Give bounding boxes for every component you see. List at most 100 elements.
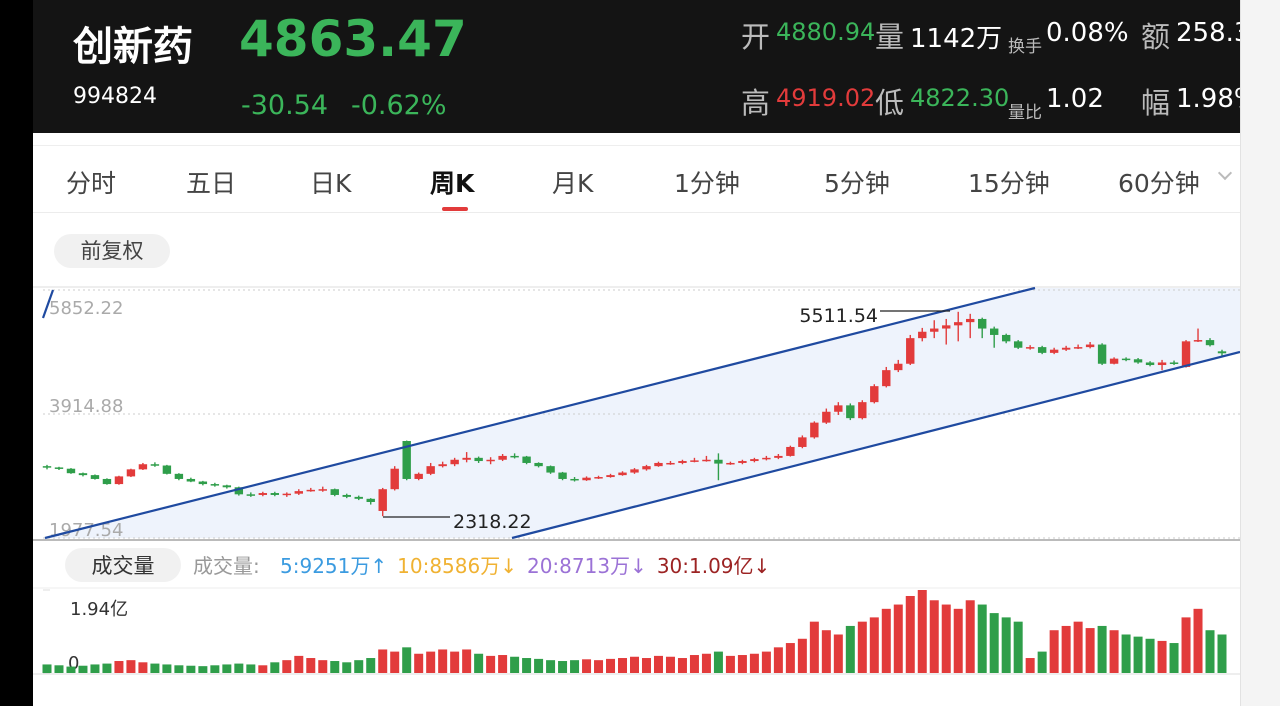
stat-label: 额 xyxy=(1141,20,1171,54)
candle-body xyxy=(762,457,771,460)
volume-bar xyxy=(1181,617,1191,673)
volume-bar xyxy=(845,625,855,673)
candle-body xyxy=(450,459,459,465)
candle-body xyxy=(510,455,519,458)
volume-bar xyxy=(689,655,699,673)
period-tab[interactable]: 1分钟 xyxy=(674,169,740,198)
volume-bar xyxy=(1061,625,1071,673)
period-tab[interactable]: 60分钟 xyxy=(1118,169,1200,198)
volume-bar xyxy=(138,662,148,673)
candle-body xyxy=(618,472,627,476)
volume-bar xyxy=(486,655,496,673)
stat-label: 低 xyxy=(875,86,905,120)
candle-body xyxy=(78,473,88,476)
candle-body xyxy=(594,477,603,479)
channel-upper xyxy=(44,286,1036,540)
candle-body xyxy=(378,489,387,511)
candle-body xyxy=(690,460,699,462)
candle-body xyxy=(906,338,915,364)
stat-label: 高 xyxy=(741,86,771,120)
volume-bar xyxy=(893,604,903,673)
volume-bar xyxy=(1001,617,1011,673)
candle-body xyxy=(714,459,723,464)
volume-bar xyxy=(725,655,735,673)
ma-legend: 20:8713万↓ xyxy=(527,554,647,578)
candle-body xyxy=(606,475,615,478)
candle-body xyxy=(1205,340,1215,346)
candle-body xyxy=(222,485,232,488)
candle-body xyxy=(1073,347,1083,349)
candle-body xyxy=(1109,358,1119,364)
candle-body xyxy=(798,437,807,447)
candle-body xyxy=(1193,340,1203,342)
candle-body xyxy=(390,468,399,490)
y-tick-label: 1977.54 xyxy=(49,520,123,541)
candle-body xyxy=(630,469,639,473)
candle-body xyxy=(846,405,855,419)
candle-body xyxy=(150,464,160,466)
adjust-button[interactable]: 前复权 xyxy=(54,234,170,268)
volume-bar xyxy=(246,664,256,673)
volume-bar xyxy=(306,658,316,673)
candle-body xyxy=(426,466,435,474)
low-annotation: 2318.22 xyxy=(453,511,532,533)
candle-body xyxy=(954,322,963,326)
volume-title[interactable]: 成交量 xyxy=(92,554,155,578)
price-change-pct: -0.62% xyxy=(351,90,447,121)
period-tab[interactable]: 日K xyxy=(310,169,352,198)
volume-bar xyxy=(210,665,220,673)
period-tab[interactable]: 五日 xyxy=(186,169,237,198)
candle-body xyxy=(1049,349,1059,353)
candle-body xyxy=(414,473,423,479)
volume-bar xyxy=(869,617,879,673)
volume-bar xyxy=(294,655,304,673)
volume-bar xyxy=(881,608,891,673)
candle-body xyxy=(258,493,268,495)
volume-bar xyxy=(114,661,124,673)
volume-bar xyxy=(1205,630,1215,673)
volume-bar xyxy=(318,660,328,673)
candle-body xyxy=(774,455,783,458)
stat-label: 开 xyxy=(741,20,771,54)
candle-body xyxy=(354,496,363,499)
volume-bar xyxy=(929,600,939,673)
candle-body xyxy=(1157,362,1167,366)
period-tab[interactable]: 分时 xyxy=(66,169,117,198)
period-tab[interactable]: 15分钟 xyxy=(968,169,1050,198)
period-tab[interactable]: 月K xyxy=(552,169,594,198)
candle-body xyxy=(558,472,567,479)
channel-fill xyxy=(45,288,1240,538)
candle-body xyxy=(1061,347,1071,350)
volume-bar xyxy=(42,664,52,673)
volume-bar xyxy=(737,655,747,673)
candle-body xyxy=(402,441,411,479)
volume-bar xyxy=(713,651,723,673)
volume-bar xyxy=(402,647,412,673)
volume-bar xyxy=(450,651,460,673)
candle-body xyxy=(738,461,747,463)
volume-bar xyxy=(1049,630,1059,673)
ma-legend: 30:1.09亿↓ xyxy=(657,554,770,578)
candle-body xyxy=(498,455,507,460)
active-underline xyxy=(442,207,468,211)
candle-body xyxy=(1025,347,1035,349)
volume-bar xyxy=(198,666,208,673)
volume-bar xyxy=(258,665,268,673)
candle-body xyxy=(894,363,903,371)
candle-body xyxy=(570,478,579,481)
ma-legend: 10:8586万↓ xyxy=(397,554,517,578)
volume-bar xyxy=(522,658,532,673)
candle-body xyxy=(1121,358,1131,361)
period-tab[interactable]: 5分钟 xyxy=(824,169,890,198)
volume-button[interactable] xyxy=(65,548,181,582)
period-tab[interactable]: 周K xyxy=(430,169,475,198)
volume-bar xyxy=(498,655,508,673)
candle-body xyxy=(294,491,303,494)
candle-body xyxy=(534,462,543,467)
volume-bar xyxy=(438,649,448,673)
candle-body xyxy=(462,457,471,460)
stat-value: 4880.94 xyxy=(776,18,876,46)
volume-bar xyxy=(102,663,112,673)
volume-bar xyxy=(677,658,687,673)
